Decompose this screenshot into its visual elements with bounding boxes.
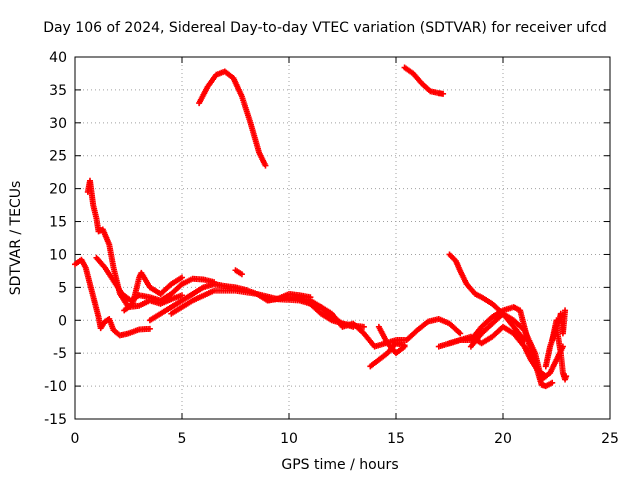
data-point bbox=[360, 323, 367, 330]
data-point bbox=[350, 323, 357, 330]
x-axis-ticks: 0 5 10 15 20 25 bbox=[71, 57, 619, 447]
y-tick-label: 25 bbox=[49, 149, 67, 165]
y-tick-label: 5 bbox=[58, 280, 67, 296]
chart-title: Day 106 of 2024, Sidereal Day-to-day VTE… bbox=[43, 20, 607, 36]
data-point bbox=[262, 162, 269, 169]
series-c3 bbox=[446, 323, 549, 380]
series-b5 bbox=[146, 281, 314, 324]
x-tick-label: 5 bbox=[178, 431, 187, 447]
x-tick-label: 25 bbox=[601, 431, 619, 447]
y-axis-label: SDTVAR / TECUs bbox=[8, 181, 24, 296]
series-c6 bbox=[549, 307, 569, 344]
series-b8 bbox=[264, 294, 464, 350]
y-tick-label: 40 bbox=[49, 50, 67, 66]
plot-frame bbox=[74, 56, 611, 420]
x-tick-label: 15 bbox=[387, 431, 405, 447]
x-tick-label: 10 bbox=[280, 431, 298, 447]
series-b11 bbox=[375, 323, 408, 357]
y-tick-label: 20 bbox=[49, 182, 67, 198]
data-point bbox=[549, 379, 556, 386]
data-point bbox=[521, 337, 528, 344]
y-tick-label: -10 bbox=[44, 379, 67, 395]
y-tick-label: 35 bbox=[49, 83, 67, 99]
y-tick-label: 10 bbox=[49, 247, 67, 263]
y-tick-label: -5 bbox=[53, 346, 67, 362]
data-point bbox=[562, 307, 569, 314]
data-point bbox=[401, 343, 408, 350]
series-b3 bbox=[93, 254, 218, 304]
data-point bbox=[146, 325, 153, 332]
y-axis-ticks: -15 -10 -5 0 5 10 15 20 25 30 35 40 bbox=[44, 50, 610, 428]
series-c2 bbox=[435, 304, 556, 390]
x-axis-label: GPS time / hours bbox=[281, 457, 398, 473]
y-tick-label: 15 bbox=[49, 215, 67, 231]
series-b4 bbox=[121, 269, 185, 314]
data-point bbox=[457, 330, 464, 337]
series-b7 bbox=[232, 267, 245, 278]
grid-lines bbox=[75, 57, 610, 419]
series-a1 bbox=[196, 68, 269, 169]
data-point bbox=[179, 292, 185, 299]
data-point bbox=[238, 271, 245, 278]
data-point bbox=[542, 373, 549, 380]
data-points bbox=[72, 64, 570, 390]
series-b9 bbox=[307, 300, 357, 330]
series-b1 bbox=[72, 256, 153, 339]
x-tick-label: 0 bbox=[71, 431, 80, 447]
y-tick-label: 30 bbox=[49, 116, 67, 132]
data-point bbox=[440, 90, 447, 97]
y-tick-label: 0 bbox=[58, 313, 67, 329]
x-tick-label: 20 bbox=[494, 431, 512, 447]
series-c4 bbox=[467, 310, 528, 350]
y-tick-label: -15 bbox=[44, 412, 67, 428]
data-point bbox=[179, 274, 185, 281]
series-a2 bbox=[401, 64, 447, 97]
data-point bbox=[563, 373, 570, 380]
